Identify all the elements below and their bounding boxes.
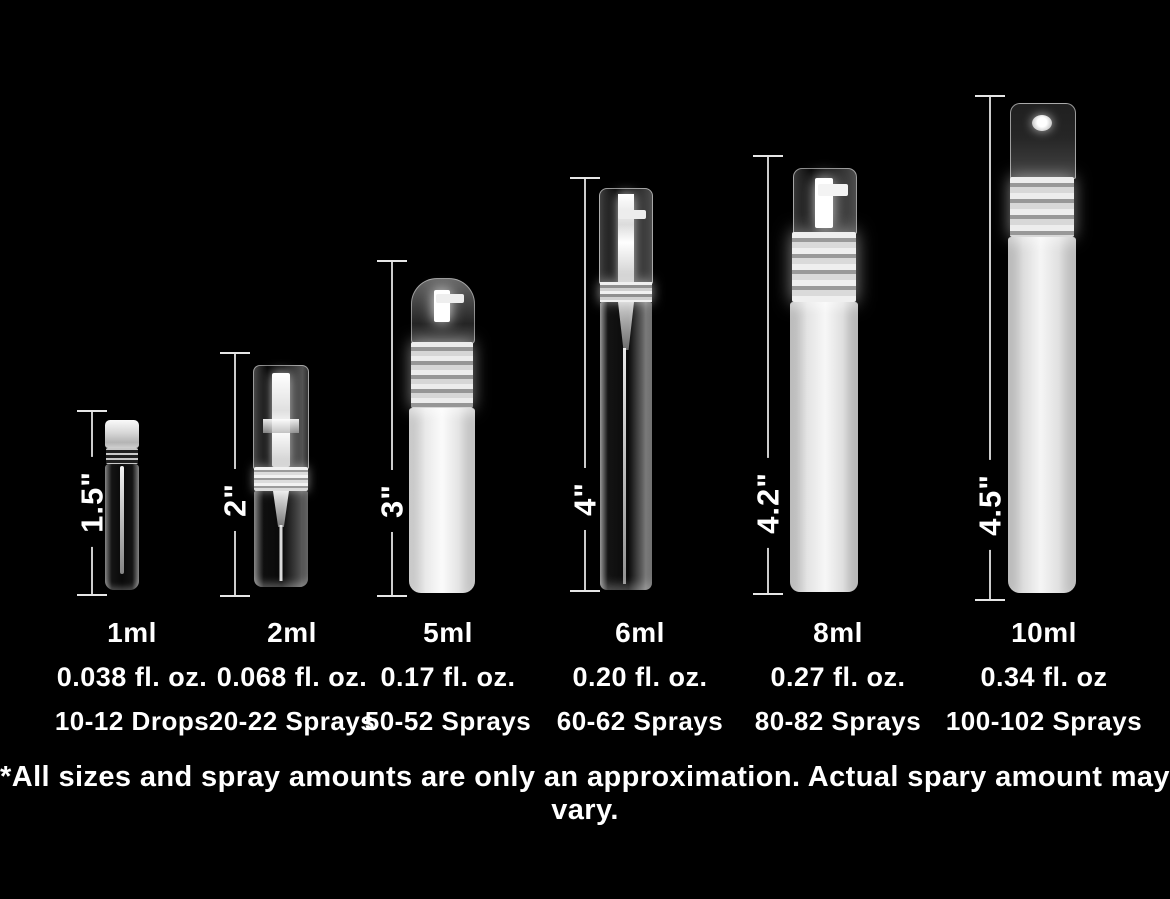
bottle-photo-1ml — [104, 420, 140, 590]
label-column-6ml: 6ml 0.20 fl. oz. 60-62 Sprays — [530, 618, 750, 736]
ruler-bottom-tick — [975, 599, 1005, 601]
ribbed-collar — [411, 342, 473, 408]
ribbed-collar — [254, 467, 308, 491]
dimension-ruler-2ml: 2" — [213, 352, 257, 597]
bottle-photo-10ml — [1008, 103, 1076, 593]
floz-label: 0.27 fl. oz. — [770, 662, 906, 692]
dimension-ruler-8ml: 4.2" — [746, 155, 790, 595]
ruler-bottom-tick — [220, 595, 250, 597]
bottle-photo-2ml — [253, 365, 309, 587]
bottle-cap — [105, 420, 139, 448]
height-label-8ml: 4.2" — [746, 458, 790, 548]
label-column-2ml: 2ml 0.068 fl. oz. 20-22 Sprays — [182, 618, 402, 736]
disclaimer-text: *All sizes and spray amounts are only an… — [0, 761, 1170, 826]
volume-label: 2ml — [267, 617, 317, 648]
ribbed-collar — [1010, 177, 1074, 237]
volume-label: 8ml — [813, 617, 863, 648]
bottle-photo-6ml — [599, 188, 653, 590]
ruler-top-tick — [377, 260, 407, 262]
label-column-10ml: 10ml 0.34 fl. oz 100-102 Sprays — [934, 618, 1154, 736]
ruler-top-tick — [753, 155, 783, 157]
spray-count-label: 100-102 Sprays — [945, 706, 1143, 736]
dip-tube — [279, 525, 283, 581]
spray-count-label: 80-82 Sprays — [754, 706, 922, 736]
spray-count-label: 50-52 Sprays — [364, 706, 532, 736]
ruler-bottom-tick — [753, 593, 783, 595]
spray-pump — [618, 194, 634, 282]
bottle-body — [600, 302, 652, 590]
ribbed-collar — [600, 282, 652, 302]
spray-count-label: 60-62 Sprays — [556, 706, 724, 736]
frosted-bottle-body — [1008, 237, 1076, 593]
ruler-line — [989, 97, 991, 599]
ribbed-collar — [792, 232, 856, 302]
pump-actuator — [618, 210, 646, 219]
bottle-photo-8ml — [790, 168, 858, 592]
floz-label: 0.068 fl. oz. — [216, 662, 368, 692]
ruler-bottom-tick — [377, 595, 407, 597]
dip-tube — [623, 348, 626, 584]
spray-nozzle — [436, 294, 464, 303]
ruler-top-tick — [77, 410, 107, 412]
label-column-5ml: 5ml 0.17 fl. oz. 50-52 Sprays — [338, 618, 558, 736]
volume-label: 6ml — [615, 617, 665, 648]
ruler-bottom-tick — [77, 594, 107, 596]
pump-shoulder — [263, 419, 299, 433]
volume-label: 10ml — [1011, 617, 1077, 648]
ruler-top-tick — [570, 177, 600, 179]
dimension-ruler-6ml: 4" — [563, 177, 607, 592]
dimension-ruler-5ml: 3" — [370, 260, 414, 597]
ruler-bottom-tick — [570, 590, 600, 592]
height-label-2ml: 2" — [213, 469, 257, 531]
bottle-photo-5ml — [409, 278, 475, 593]
label-column-1ml: 1ml 0.038 fl. oz. 10-12 Drops — [22, 618, 242, 736]
spray-count-label: 10-12 Drops — [54, 706, 210, 736]
frosted-bottle-body — [790, 302, 858, 592]
spray-count-label: 20-22 Sprays — [208, 706, 376, 736]
frosted-bottle-body — [409, 408, 475, 593]
spray-nozzle — [818, 184, 848, 196]
floz-label: 0.20 fl. oz. — [572, 662, 708, 692]
dimension-ruler-1ml: 1.5" — [70, 410, 114, 596]
floz-label: 0.17 fl. oz. — [380, 662, 516, 692]
spray-nozzle — [1032, 115, 1052, 131]
dip-tube — [120, 466, 124, 574]
ruler-line — [391, 262, 393, 595]
label-column-8ml: 8ml 0.27 fl. oz. 80-82 Sprays — [728, 618, 948, 736]
volume-label: 5ml — [423, 617, 473, 648]
volume-label: 1ml — [107, 617, 157, 648]
bottle-neck — [106, 448, 138, 464]
floz-label: 0.038 fl. oz. — [56, 662, 208, 692]
floz-label: 0.34 fl. oz — [980, 662, 1108, 692]
ruler-line — [584, 179, 586, 590]
ruler-top-tick — [975, 95, 1005, 97]
pump-stem — [273, 491, 289, 527]
height-label-10ml: 4.5" — [968, 460, 1012, 550]
ruler-line — [767, 157, 769, 593]
height-label-5ml: 3" — [370, 470, 414, 532]
dimension-ruler-10ml: 4.5" — [968, 95, 1012, 601]
ruler-top-tick — [220, 352, 250, 354]
